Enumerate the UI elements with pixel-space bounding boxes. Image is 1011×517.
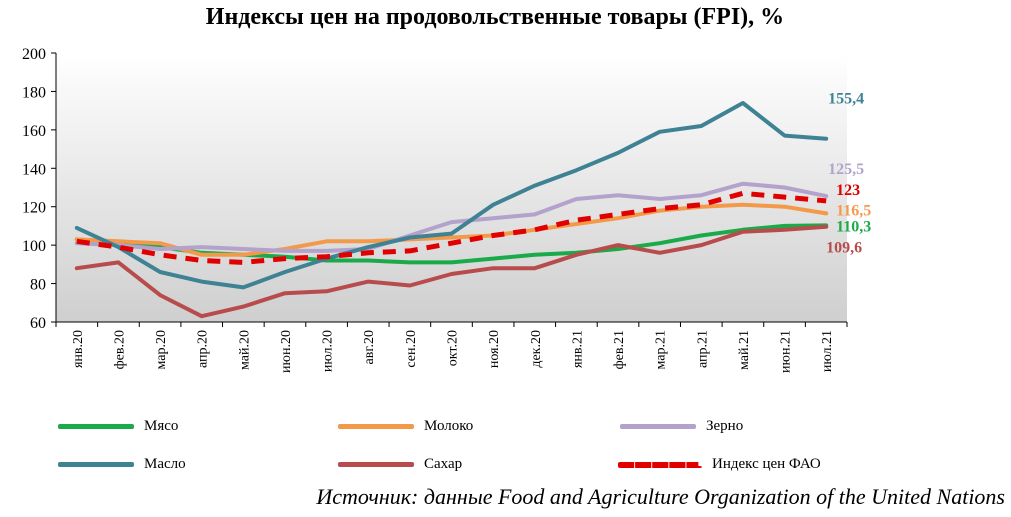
- y-tick-label: 140: [22, 161, 46, 178]
- series-layer: [74, 101, 829, 319]
- legend-label-oil: Масло: [144, 456, 186, 472]
- chart-title: Индексы цен на продовольственные товары …: [205, 4, 785, 30]
- legend-label-milk: Молоко: [424, 418, 474, 434]
- x-tick-label: мар.21: [654, 330, 669, 369]
- legend-label-meat: Мясо: [144, 418, 179, 434]
- legend-swatch-sugar: [338, 462, 414, 467]
- series-line: [74, 181, 829, 253]
- y-tick-label: 120: [22, 200, 46, 217]
- legend-item-milk: Молоко: [338, 418, 473, 435]
- legend-label-grain: Зерно: [706, 418, 744, 434]
- end-label: 110,3: [836, 218, 871, 235]
- end-label: 109,6: [826, 240, 862, 257]
- legend-swatch-grain: [620, 424, 696, 429]
- source-note: Источник: данные Food and Agriculture Or…: [316, 484, 1005, 509]
- x-tick-label: апр.21: [695, 330, 710, 368]
- legend-item-oil: Масло: [58, 456, 186, 473]
- x-tick-label: окт.20: [446, 330, 461, 366]
- x-tick-label: янв.20: [71, 330, 86, 368]
- y-tick-label: 180: [22, 84, 46, 101]
- legend-item-sugar: Сахар: [338, 456, 462, 473]
- y-tick-label: 200: [22, 46, 46, 63]
- y-tick-label: 160: [22, 123, 46, 140]
- x-tick-label: фев.20: [112, 330, 127, 369]
- legend-item-meat: Мясо: [58, 418, 178, 435]
- series-line: [74, 224, 829, 319]
- series-line: [74, 101, 829, 290]
- x-tick-label: ноя.20: [487, 330, 502, 368]
- x-tick-label: май.20: [237, 330, 252, 370]
- end-label: 123: [836, 182, 860, 199]
- legend-swatch-milk: [338, 424, 414, 429]
- legend-label-sugar: Сахар: [424, 456, 463, 472]
- legend-swatch-oil: [58, 462, 134, 467]
- legend-label-fao: Индекс цен ФАО: [712, 456, 821, 472]
- series-line: [74, 202, 829, 257]
- end-label: 116,5: [836, 202, 871, 219]
- y-tick-label: 100: [22, 238, 46, 255]
- legend-item-grain: Зерно: [620, 418, 743, 435]
- x-tick-label: авг.20: [362, 330, 377, 365]
- end-label: 125,5: [828, 161, 864, 178]
- axes: 60 80 100 120 140 160 180 200 янв.20 фев.20 мар.20…: [22, 46, 848, 373]
- x-tick-label: июл.20: [321, 330, 336, 372]
- x-tick-label: июл.21: [820, 330, 835, 372]
- x-tick-label: июн.21: [779, 330, 794, 373]
- x-tick-label: сен.20: [404, 330, 419, 368]
- legend-swatch-fao: [618, 461, 702, 468]
- x-tick-label: май.21: [737, 330, 752, 370]
- y-tick-label: 80: [30, 277, 46, 294]
- legend-item-fao: Индекс цен ФАО: [618, 456, 821, 473]
- x-tick-label: янв.21: [570, 330, 585, 368]
- end-label: 155,4: [828, 91, 864, 108]
- x-tick-label: мар.20: [154, 330, 169, 369]
- x-tick-label: апр.20: [196, 330, 211, 368]
- x-tick-label: фев.21: [612, 330, 627, 369]
- series-line: [76, 190, 827, 265]
- legend-swatch-meat: [58, 424, 134, 429]
- x-tick-label: июн.20: [279, 330, 294, 373]
- x-tick-label: дек.20: [529, 330, 544, 368]
- y-tick-label: 60: [30, 315, 46, 332]
